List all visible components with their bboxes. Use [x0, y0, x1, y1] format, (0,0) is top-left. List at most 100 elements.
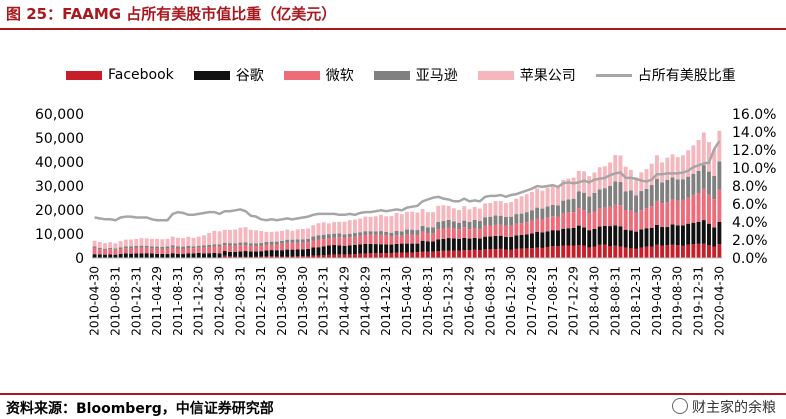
bar-facebook-2012-05-31	[222, 255, 227, 258]
bar-amazon-2011-09-30	[181, 246, 186, 249]
bar-google-2015-10-30	[436, 239, 441, 252]
bar-google-2015-07-31	[420, 240, 425, 252]
bar-google-2010-10-29	[123, 253, 128, 258]
bar-google-2017-09-29	[556, 230, 560, 247]
bar-amazon-2019-09-30	[681, 179, 685, 200]
bar-google-2017-03-31	[524, 234, 529, 249]
bar-apple-2010-06-30	[103, 243, 107, 249]
bar-microsoft-2012-02-29	[207, 246, 212, 254]
bar-microsoft-2019-12-31	[696, 192, 701, 222]
bars-group	[92, 130, 722, 258]
bar-amazon-2016-12-30	[509, 216, 514, 226]
bar-apple-2020-04-30	[717, 130, 722, 162]
bar-amazon-2017-11-30	[566, 199, 571, 213]
bar-facebook-2016-10-31	[498, 248, 503, 258]
y-left-tick-label: 10,000	[35, 227, 84, 243]
bar-google-2014-11-28	[379, 244, 383, 254]
y-right-tick-label: 0.0%	[732, 251, 768, 267]
bar-amazon-2011-03-31	[149, 246, 154, 249]
bar-microsoft-2019-01-31	[639, 210, 644, 230]
legend-label-google: 谷歌	[235, 68, 264, 84]
bar-google-2013-09-30	[306, 249, 311, 256]
bar-apple-2019-08-30	[675, 157, 680, 180]
bar-facebook-2017-05-31	[535, 247, 540, 258]
bar-apple-2011-09-30	[181, 238, 186, 247]
bar-apple-2016-06-30	[477, 208, 482, 222]
x-tick-label: 2010-12-31	[129, 266, 143, 336]
bar-google-2014-08-29	[363, 243, 368, 254]
legend-line-share	[595, 73, 632, 77]
bar-apple-2019-12-31	[696, 139, 701, 171]
bar-google-2012-03-30	[212, 252, 217, 258]
bar-microsoft-2017-08-31	[550, 216, 555, 231]
bar-microsoft-2011-12-30	[196, 247, 201, 253]
bar-google-2014-06-30	[352, 244, 357, 255]
bar-apple-2010-05-31	[97, 242, 102, 248]
bar-microsoft-2018-06-29	[602, 207, 607, 226]
bar-google-2015-12-31	[446, 238, 451, 251]
bar-apple-2016-11-30	[503, 203, 508, 217]
bar-microsoft-2015-08-31	[425, 233, 430, 242]
bar-apple-2012-06-29	[228, 229, 232, 244]
bar-apple-2012-03-30	[212, 230, 217, 245]
bar-apple-2014-12-31	[384, 216, 389, 232]
bar-apple-2015-11-30	[441, 205, 446, 222]
bar-facebook-2013-06-28	[290, 256, 295, 258]
bar-amazon-2015-03-31	[399, 231, 404, 236]
bar-apple-2016-07-29	[483, 203, 488, 218]
bar-amazon-2011-05-31	[160, 246, 165, 249]
line-group	[94, 140, 721, 222]
bar-microsoft-2018-02-28	[582, 210, 586, 228]
bar-facebook-2018-03-29	[587, 247, 592, 258]
bar-microsoft-2017-11-30	[566, 212, 571, 229]
x-tick-label: 2010-08-31	[108, 266, 122, 336]
bar-apple-2017-08-31	[550, 185, 555, 205]
bar-microsoft-2011-02-28	[144, 247, 149, 254]
bar-microsoft-2018-05-31	[597, 208, 602, 227]
bar-microsoft-2012-01-31	[201, 247, 206, 254]
bar-facebook-2015-05-29	[410, 252, 415, 258]
bar-microsoft-2017-07-31	[545, 217, 550, 232]
y-right-tick-label: 16.0%	[732, 107, 776, 123]
bar-facebook-2017-03-31	[524, 248, 529, 258]
bar-facebook-2016-03-31	[462, 250, 467, 258]
bar-facebook-2014-08-29	[363, 253, 368, 258]
bar-google-2018-07-31	[608, 226, 613, 246]
y-left-tick-label: 30,000	[35, 179, 84, 195]
bar-apple-2016-12-30	[509, 202, 514, 217]
bar-microsoft-2016-04-29	[467, 229, 472, 239]
bar-amazon-2015-05-29	[410, 229, 415, 235]
bar-microsoft-2017-03-31	[524, 222, 529, 235]
bar-microsoft-2013-07-31	[295, 242, 300, 250]
bar-google-2016-05-31	[472, 237, 477, 250]
bar-microsoft-2010-06-30	[103, 249, 107, 255]
bar-microsoft-2013-05-31	[285, 242, 290, 250]
bar-microsoft-2012-09-28	[243, 245, 248, 252]
bar-google-2015-09-30	[431, 241, 435, 252]
bar-amazon-2019-01-31	[639, 191, 644, 211]
bar-apple-2011-07-29	[170, 236, 175, 246]
bar-apple-2017-07-31	[545, 187, 550, 207]
bar-facebook-2015-09-30	[431, 251, 435, 258]
bar-apple-2020-03-31	[712, 149, 717, 176]
bar-microsoft-2011-08-31	[175, 248, 180, 254]
bar-amazon-2017-03-31	[524, 212, 529, 223]
bar-apple-2012-09-28	[243, 227, 248, 243]
bar-amazon-2014-07-31	[358, 232, 363, 236]
x-tick-label: 2018-08-31	[608, 266, 622, 336]
bar-google-2014-07-31	[358, 244, 363, 254]
bar-microsoft-2019-11-29	[691, 194, 696, 223]
bar-microsoft-2016-10-31	[498, 224, 503, 236]
x-tick-label: 2016-12-30	[504, 266, 518, 336]
legend-item-share: 占所有美股比重	[595, 65, 736, 85]
bar-google-2018-11-30	[628, 230, 633, 249]
bar-microsoft-2011-03-31	[149, 248, 154, 254]
bar-google-2017-05-31	[535, 231, 540, 248]
bar-microsoft-2012-12-31	[259, 245, 264, 252]
bar-amazon-2019-05-31	[660, 182, 665, 204]
bar-amazon-2019-07-31	[670, 177, 675, 200]
bar-google-2010-11-30	[129, 253, 133, 258]
bar-google-2018-02-28	[582, 227, 586, 246]
bar-apple-2014-08-29	[363, 216, 368, 232]
bar-amazon-2019-03-29	[649, 185, 654, 207]
